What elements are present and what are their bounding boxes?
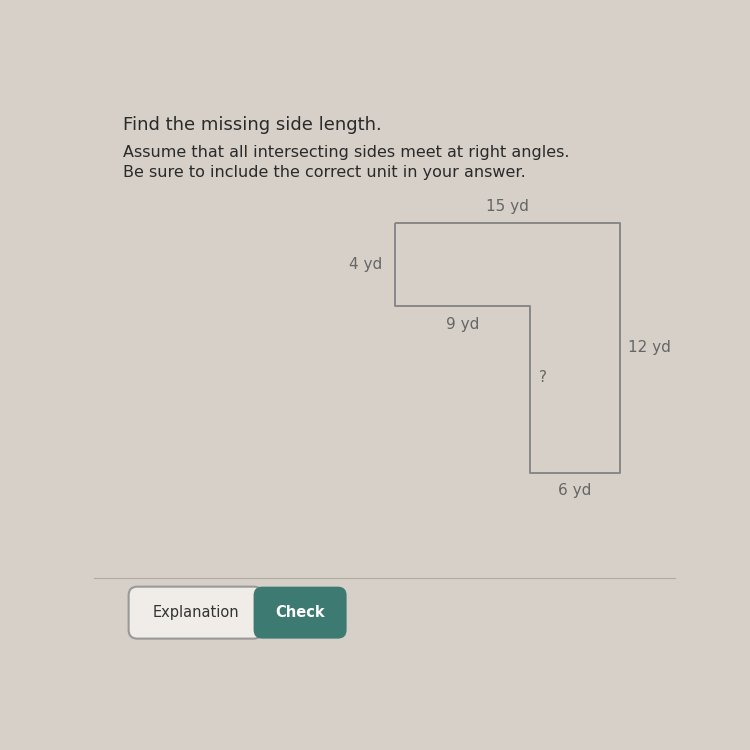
Text: Be sure to include the correct unit in your answer.: Be sure to include the correct unit in y… xyxy=(123,165,526,180)
Text: Check: Check xyxy=(275,605,325,620)
Text: 9 yd: 9 yd xyxy=(446,316,479,332)
Text: 6 yd: 6 yd xyxy=(558,483,592,498)
Text: Find the missing side length.: Find the missing side length. xyxy=(123,116,382,134)
Text: 12 yd: 12 yd xyxy=(628,340,671,356)
Text: 15 yd: 15 yd xyxy=(486,199,529,214)
FancyBboxPatch shape xyxy=(254,586,346,639)
Text: 4 yd: 4 yd xyxy=(349,257,382,272)
FancyBboxPatch shape xyxy=(129,586,262,639)
Text: ?: ? xyxy=(538,370,547,386)
Text: Explanation: Explanation xyxy=(152,605,238,620)
Text: Assume that all intersecting sides meet at right angles.: Assume that all intersecting sides meet … xyxy=(123,145,569,160)
